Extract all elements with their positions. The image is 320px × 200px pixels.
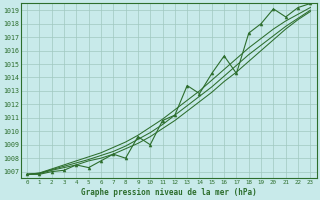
X-axis label: Graphe pression niveau de la mer (hPa): Graphe pression niveau de la mer (hPa) xyxy=(81,188,257,197)
